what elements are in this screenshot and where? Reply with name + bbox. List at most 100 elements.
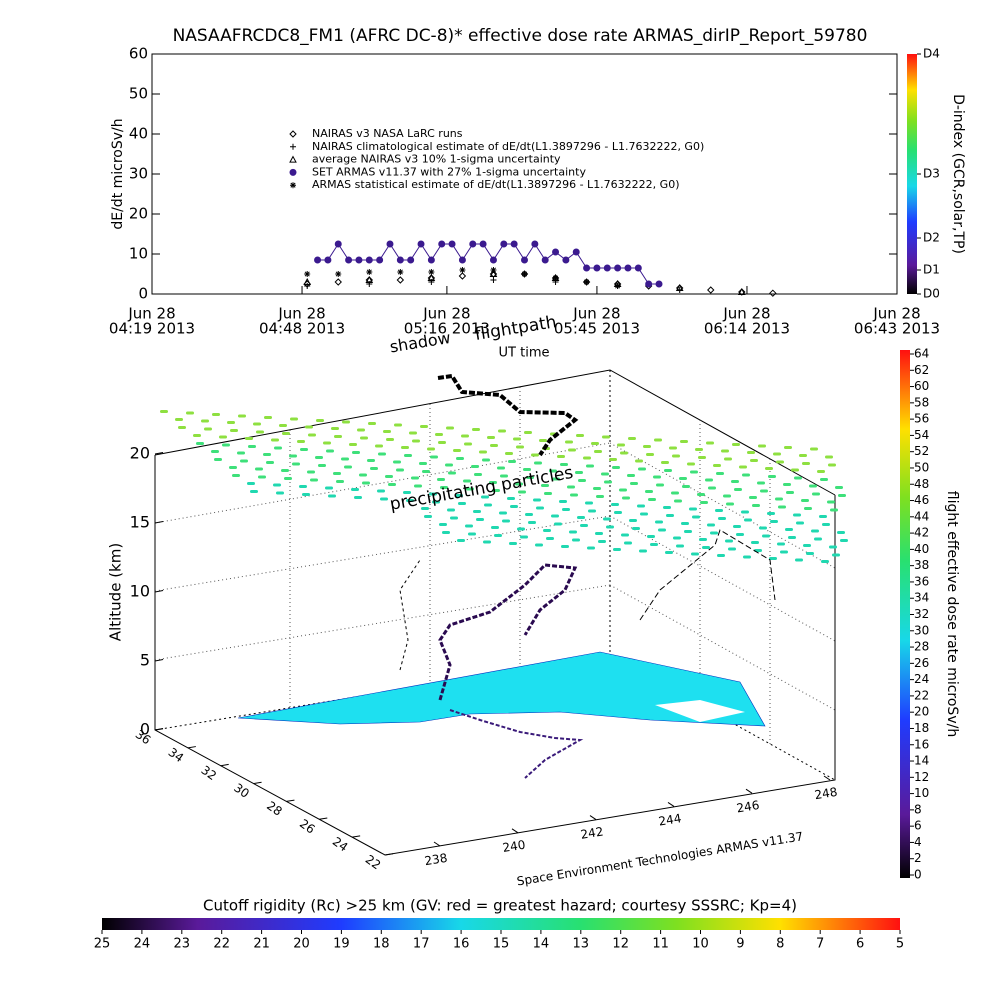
particle xyxy=(840,539,848,542)
particle xyxy=(559,500,567,503)
particle xyxy=(401,446,409,449)
tick-mark xyxy=(220,763,229,767)
particle xyxy=(731,480,739,483)
particle xyxy=(819,515,827,518)
particle xyxy=(396,468,404,472)
particle xyxy=(193,434,201,437)
colorbar-title: Cutoff rigidity (Rc) >25 km (GV: red = g… xyxy=(203,897,797,915)
colorbar-tick-label: 14 xyxy=(533,937,550,952)
particle xyxy=(533,498,541,502)
particle xyxy=(690,470,698,474)
colorbar-tick-label: 60 xyxy=(914,379,929,393)
particle xyxy=(674,499,682,503)
particle xyxy=(230,429,238,432)
particle xyxy=(439,523,447,526)
colorbar-tick-label: 56 xyxy=(914,412,929,426)
y-tick-label: 0 xyxy=(138,285,148,303)
particle xyxy=(776,460,784,464)
particle xyxy=(463,479,471,483)
data-point xyxy=(290,182,296,189)
particle xyxy=(715,509,723,512)
y-tick-label: 10 xyxy=(129,245,148,263)
tick-mark xyxy=(433,841,441,847)
particle xyxy=(717,554,725,557)
particle xyxy=(705,478,713,482)
particle xyxy=(479,450,487,454)
colorbar xyxy=(102,918,900,930)
colorbar-tick-label: 54 xyxy=(914,428,929,442)
particle xyxy=(473,510,481,513)
particle xyxy=(702,546,710,549)
particle xyxy=(624,541,632,545)
particle xyxy=(812,492,820,496)
data-point xyxy=(324,256,332,264)
particle xyxy=(380,497,388,501)
particle xyxy=(832,553,840,557)
particle xyxy=(491,526,499,529)
y-tick-label: 40 xyxy=(129,125,148,143)
data-point xyxy=(334,240,342,248)
particle xyxy=(406,499,414,502)
particle xyxy=(838,494,846,497)
particle xyxy=(742,473,750,477)
data-point xyxy=(396,276,405,284)
particle xyxy=(297,440,305,443)
data-point xyxy=(290,143,296,150)
particle xyxy=(820,478,828,481)
particle xyxy=(621,533,629,537)
colorbar-tick-label: 42 xyxy=(914,526,929,540)
particle xyxy=(386,438,394,441)
colorbar-tick-label: 16 xyxy=(453,937,470,952)
particle xyxy=(551,514,559,518)
particle xyxy=(424,515,432,518)
particle xyxy=(687,462,695,466)
particle xyxy=(271,438,279,442)
particle xyxy=(835,486,843,489)
data-point xyxy=(417,240,425,248)
particle xyxy=(769,557,777,560)
particle xyxy=(421,507,429,510)
colorbar-tick-label: 10 xyxy=(914,786,929,800)
colorbar-tick-label: 17 xyxy=(413,937,430,952)
particle xyxy=(256,430,264,434)
particle xyxy=(661,461,669,464)
data-point xyxy=(769,289,777,297)
particle xyxy=(804,507,812,510)
particle xyxy=(282,432,290,435)
particle xyxy=(465,524,473,528)
particle xyxy=(593,487,601,490)
data-point xyxy=(675,283,684,291)
x-tick-label: 06:43 2013 xyxy=(854,320,940,338)
data-point xyxy=(365,256,373,264)
colorbar-tick-label: 26 xyxy=(914,656,929,670)
particle xyxy=(749,496,757,499)
colorbar-tick-label: 15 xyxy=(493,937,510,952)
series-line xyxy=(317,243,660,285)
particle xyxy=(524,431,532,434)
particle xyxy=(577,516,585,519)
data-point xyxy=(510,240,518,248)
data-point xyxy=(490,267,497,273)
particle xyxy=(526,476,534,479)
x-tick-label: 244 xyxy=(658,811,683,828)
particle xyxy=(264,416,272,419)
particle xyxy=(273,483,281,487)
particle xyxy=(673,536,681,540)
particle xyxy=(656,483,664,487)
particle xyxy=(308,433,316,437)
data-point xyxy=(583,264,591,272)
particle xyxy=(509,542,517,545)
data-point xyxy=(634,264,642,272)
legend-label: average NAIRAS v3 10% 1-sigma uncertaint… xyxy=(312,153,561,166)
particle xyxy=(290,417,298,421)
particle xyxy=(325,486,333,490)
particle xyxy=(160,410,168,413)
data-point xyxy=(531,240,539,248)
particle xyxy=(837,531,845,534)
particle xyxy=(500,474,508,478)
cutoff-floor xyxy=(237,651,766,727)
particle xyxy=(718,517,726,520)
data-point xyxy=(737,287,746,295)
particle xyxy=(414,484,422,488)
tick-mark xyxy=(745,788,753,794)
